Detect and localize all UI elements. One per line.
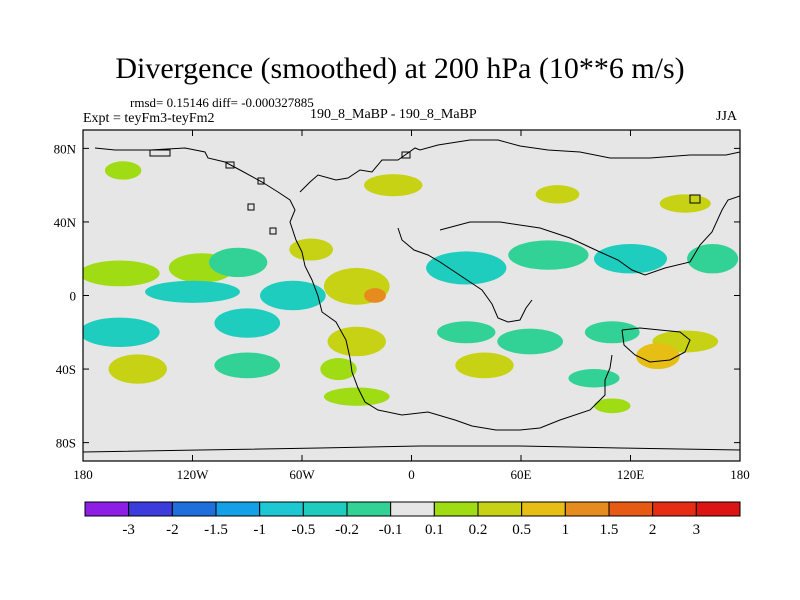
contour-blob — [535, 185, 580, 204]
contour-blob — [83, 260, 160, 287]
contour-blob — [323, 387, 390, 406]
coastline-africa — [397, 227, 533, 323]
x-tick-label: 180 — [73, 467, 93, 482]
contour-blob — [594, 244, 667, 274]
contour-blob — [687, 244, 739, 274]
coastline-island-3 — [247, 203, 255, 211]
contour-blob — [594, 398, 631, 414]
contour-blob — [568, 369, 620, 388]
colorbar-label: -1.5 — [204, 522, 228, 538]
coastline-island-1 — [225, 161, 235, 169]
experiment-line: Expt = teyFm3-teyFm2 — [83, 111, 215, 126]
coastline-island-4 — [269, 227, 277, 235]
colorbar-swatch — [259, 501, 304, 517]
coastline-eurasia — [299, 139, 740, 193]
contour-blob — [584, 321, 640, 344]
season-label: JJA — [716, 109, 738, 124]
coastline-island-2 — [257, 177, 265, 185]
contour-blob — [364, 174, 423, 197]
x-tick-label: 0 — [408, 467, 415, 482]
contour-blob — [437, 321, 496, 344]
colorbar-swatch — [695, 501, 741, 517]
contour-blob — [364, 288, 386, 303]
contour-blob — [455, 352, 514, 379]
contour-blob — [497, 328, 563, 355]
colorbar-swatch — [302, 501, 348, 517]
contour-blob — [165, 223, 191, 239]
stats-line: rmsd= 0.15146 diff= -0.000327885 — [130, 95, 314, 110]
x-tick-label: 120E — [617, 467, 645, 482]
y-tick-label: 0 — [70, 289, 77, 304]
x-tick-label: 180 — [730, 467, 750, 482]
colorbar: -3 -2 -1.5 -1 -0.5 -0.2 -0.1 0.1 0.2 0.5 1 1.5 2 3 — [84, 501, 741, 538]
colorbar-label: 1 — [562, 522, 570, 538]
contour-blob — [289, 238, 334, 261]
colorbar-swatch — [346, 501, 392, 517]
coastline-island-5 — [401, 151, 411, 159]
colorbar-swatch — [84, 501, 130, 517]
x-tick-label: 120W — [177, 467, 210, 482]
contour-blob — [260, 280, 326, 311]
contour-blob — [426, 251, 507, 285]
colorbar-label: -3 — [122, 522, 135, 538]
colorbar-swatch — [433, 501, 479, 517]
colorbar-label: 2 — [649, 522, 657, 538]
colorbar-swatch — [564, 501, 610, 517]
contour-fields — [83, 161, 739, 414]
contour-blob — [659, 194, 711, 213]
x-tick-label: 60W — [289, 467, 315, 482]
coastline-antarctica — [83, 445, 740, 453]
colorbar-swatch — [477, 501, 523, 517]
contour-blob — [208, 247, 268, 278]
contour-blob — [83, 317, 160, 347]
coastline-asia-south — [439, 195, 740, 276]
colorbar-label: -1 — [253, 522, 266, 538]
colorbar-label: -2 — [166, 522, 179, 538]
y-tick-label: 40N — [54, 215, 77, 230]
colorbar-label: -0.1 — [379, 522, 403, 538]
contour-blob — [327, 326, 386, 357]
contour-blob — [108, 354, 167, 384]
x-tick-label: 60E — [511, 467, 532, 482]
contour-blob — [635, 343, 680, 370]
coastline — [83, 139, 740, 453]
colorbar-label: 0.2 — [469, 522, 488, 538]
cases-line: 190_8_MaBP - 190_8_MaBP — [310, 107, 477, 122]
colorbar-swatch — [215, 501, 261, 517]
y-tick-label: 80S — [56, 436, 76, 451]
colorbar-label: 0.5 — [512, 522, 531, 538]
colorbar-label: 1.5 — [600, 522, 619, 538]
contour-blob — [214, 352, 281, 379]
colorbar-label: 3 — [693, 522, 701, 538]
coastline-north-america — [94, 147, 613, 431]
axes: 180 120W 60W 0 60E 120E 180 80N 40N 0 40S 80S — [54, 130, 750, 482]
contour-blob — [145, 280, 240, 303]
chart-title: Divergence (smoothed) at 200 hPa (10**6 … — [115, 52, 685, 85]
colorbar-label: -0.5 — [291, 522, 315, 538]
y-tick-label: 80N — [54, 141, 77, 156]
colorbar-swatch — [390, 501, 435, 517]
coastline-island-7 — [149, 149, 171, 157]
coastline-australia — [621, 327, 691, 363]
colorbar-swatch — [608, 501, 654, 517]
y-tick-label: 40S — [56, 362, 76, 377]
contour-blob — [508, 240, 589, 270]
contour-blob — [320, 358, 357, 381]
coastline-island-6 — [689, 194, 701, 204]
colorbar-swatch — [652, 501, 697, 517]
colorbar-label: 0.1 — [425, 522, 444, 538]
contour-blob — [214, 308, 281, 338]
colorbar-swatch — [171, 501, 217, 517]
colorbar-swatch — [521, 501, 566, 517]
colorbar-label: -0.2 — [335, 522, 359, 538]
contour-blob — [104, 161, 142, 180]
colorbar-swatch — [128, 501, 173, 517]
